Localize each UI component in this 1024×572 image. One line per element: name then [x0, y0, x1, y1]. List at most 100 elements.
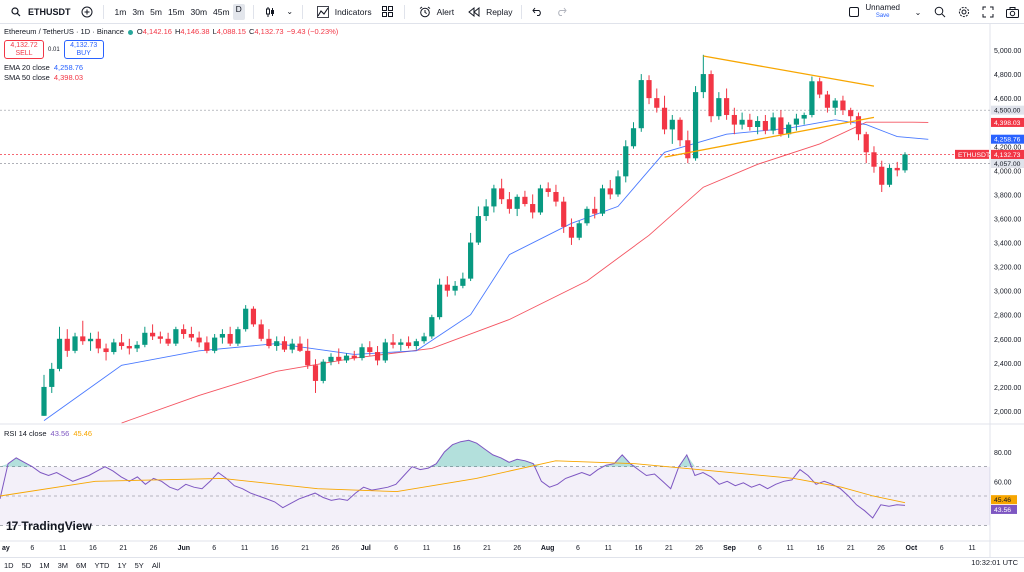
candle-body [429, 317, 435, 337]
candle-body [49, 368, 55, 387]
candle-body [243, 308, 249, 330]
sell-button[interactable]: 4,132.72 SELL [4, 40, 44, 59]
rsi-badge-rsi [991, 504, 1017, 514]
candle-body [312, 365, 319, 381]
range-bar: 1D 5D 1M 3M 6M YTD 1Y 5Y All [0, 557, 1024, 572]
candle-body [568, 226, 575, 238]
interval-D[interactable]: D [232, 3, 245, 20]
symbol-search[interactable]: ETHUSDT [0, 0, 75, 24]
range-3m[interactable]: 3M [57, 560, 69, 570]
compare-add-icon[interactable] [80, 5, 94, 19]
interval-45m[interactable]: 45m [213, 6, 230, 17]
interval-selector: 1m 3m 5m 15m 30m 45m D [108, 0, 249, 24]
candle-body [902, 154, 908, 171]
range-all[interactable]: All [151, 560, 161, 570]
interval-30m[interactable]: 30m [190, 6, 208, 17]
sma-label: SMA 50 close [4, 73, 50, 82]
candle-body [731, 114, 737, 125]
rsi-value: 43.56 [50, 429, 70, 438]
time-tick-label: 26 [513, 545, 521, 552]
ema-value: 4,258.76 [53, 63, 84, 72]
interval-1m[interactable]: 1m [114, 6, 127, 17]
candle-body [809, 81, 815, 115]
rsi-badge-label: 43.56 [994, 507, 1011, 514]
indicators-button[interactable]: Indicators [307, 0, 376, 24]
candle-body [545, 188, 551, 192]
candle-body [405, 342, 412, 347]
buy-price: 4,132.73 [70, 42, 98, 49]
time-tick-label: 6 [758, 545, 762, 552]
candle-body [173, 329, 179, 344]
candle-body [398, 342, 404, 345]
candle-body [118, 342, 125, 347]
time-tick-label: 6 [30, 545, 34, 552]
candle-body [855, 116, 862, 135]
price-chart[interactable]: 2,000.00 2,200.00 2,400.00 2,600.00 2,800.00… [0, 0, 1024, 557]
time-tick-label: 11 [423, 545, 430, 552]
chart-legend: Ethereum / TetherUS · 1D · Binance O4,14… [4, 27, 341, 83]
interval-15m[interactable]: 15m [167, 6, 185, 17]
candle-body [56, 338, 63, 369]
range-1m[interactable]: 1M [39, 560, 50, 570]
price-tick-label: 4,800.00 [994, 72, 1021, 79]
quick-search-icon[interactable] [933, 5, 947, 19]
chevron-down-icon[interactable]: ⌄ [286, 7, 294, 16]
time-tick-label: 16 [817, 545, 825, 552]
candle-body [522, 196, 528, 205]
candle-body [630, 128, 637, 147]
toolbar-separator [301, 4, 303, 19]
candle-body [537, 188, 544, 213]
candle-body [599, 188, 606, 214]
interval-3m[interactable]: 3m [132, 6, 145, 17]
range-6m[interactable]: 6M [76, 560, 87, 570]
gear-icon[interactable] [957, 5, 971, 19]
rsi-legend[interactable]: RSI 14 close 43.56 45.46 [4, 429, 92, 438]
candle-body [863, 134, 869, 153]
range-1d[interactable]: 1D [4, 560, 14, 570]
candle-type-icon[interactable] [263, 5, 277, 19]
camera-icon[interactable] [1005, 5, 1019, 19]
candle-body [817, 81, 823, 95]
rsi-overbought-fill [0, 440, 695, 467]
candle-body [755, 120, 761, 128]
candle-body [382, 342, 388, 361]
candle-body [305, 350, 311, 366]
candle-body [561, 201, 567, 227]
sma-legend[interactable]: SMA 50 close 4,398.03 [4, 73, 341, 83]
buy-button[interactable]: 4,132.73 BUY [63, 40, 104, 59]
ema-legend[interactable]: EMA 20 close 4,258.76 [4, 63, 341, 73]
toolbar-right: Unnamed Save ⌄ [849, 0, 1024, 24]
replay-button[interactable]: Replay [458, 0, 516, 24]
candle-body [607, 188, 613, 195]
layout-grid-icon[interactable] [381, 5, 395, 19]
layout-name-button[interactable]: Unnamed Save [865, 3, 900, 21]
fullscreen-icon[interactable] [981, 5, 995, 19]
search-icon [9, 5, 23, 19]
time-tick-label: 26 [877, 545, 885, 552]
interval-5m[interactable]: 5m [150, 6, 162, 17]
candle-body [235, 329, 241, 344]
range-1y[interactable]: 1Y [117, 560, 127, 570]
candle-body [615, 176, 621, 195]
range-5d[interactable]: 5D [21, 560, 32, 570]
redo-icon[interactable] [555, 5, 569, 19]
sma50-line [121, 121, 929, 424]
candle-body [770, 117, 776, 131]
range-ytd[interactable]: YTD [94, 560, 110, 570]
price-badge-line [991, 158, 1024, 168]
range-5y[interactable]: 5Y [134, 560, 144, 570]
layout-checkbox[interactable] [849, 7, 860, 17]
time-tick-label: 21 [483, 545, 491, 552]
candle-body [142, 332, 148, 345]
undo-icon[interactable] [531, 5, 545, 19]
alert-button[interactable]: Alert [409, 0, 458, 24]
indicators-label: Indicators [334, 6, 372, 17]
candle-body [592, 208, 598, 214]
price-badge-label: 4,500.00 [994, 108, 1021, 115]
candle-body [793, 118, 800, 125]
sell-label: SELL [15, 50, 33, 57]
chevron-down-icon[interactable]: ⌄ [914, 7, 922, 17]
candle-body [499, 188, 505, 200]
tradingview-logo[interactable]: 17 TradingView [6, 519, 92, 533]
candle-body [483, 206, 489, 217]
